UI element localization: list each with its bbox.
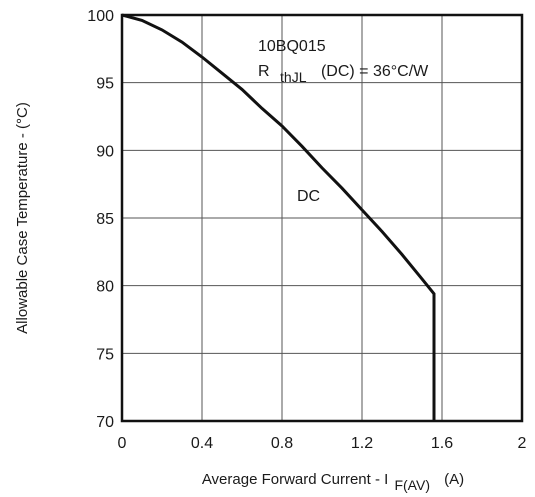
part-number-label: 10BQ015	[258, 38, 326, 55]
y-tick-label: 85	[96, 211, 114, 228]
y-axis-label: Allowable Case Temperature - (°C)	[14, 102, 31, 334]
x-tick-labels: 0 0.4 0.8 1.2 1.6 2	[118, 435, 527, 452]
y-tick-label: 80	[96, 279, 114, 296]
series-line-dc	[121, 13, 436, 421]
y-tick-label: 100	[87, 8, 114, 25]
x-tick-label: 1.6	[431, 435, 453, 452]
series-group	[121, 13, 436, 421]
x-tick-label: 1.2	[351, 435, 373, 452]
thermal-resistance-label: R thJL (DC) = 36°C/W	[258, 63, 429, 86]
plot-frame	[120, 13, 524, 423]
y-tick-label: 95	[96, 76, 114, 93]
x-axis-label-subscript: F(AV)	[394, 477, 430, 493]
x-tick-label: 0.8	[271, 435, 293, 452]
x-axis-label: Average Forward Current - I F(AV) (A)	[202, 471, 464, 494]
x-axis-label-unit: (A)	[444, 471, 464, 488]
curve-label-dc: DC	[297, 188, 320, 205]
y-tick-labels: 70 75 80 85 90 95 100	[87, 8, 114, 431]
grid	[122, 15, 522, 421]
x-axis-label-main: Average Forward Current - I	[202, 471, 388, 488]
y-tick-label: 90	[96, 143, 114, 160]
thermal-resistance-value: (DC) = 36°C/W	[321, 63, 429, 80]
x-tick-label: 2	[518, 435, 527, 452]
thermal-resistance-subscript: thJL	[280, 69, 307, 85]
y-tick-label: 75	[96, 346, 114, 363]
y-tick-label: 70	[96, 414, 114, 431]
thermal-resistance-symbol: R	[258, 63, 270, 80]
x-tick-label: 0.4	[191, 435, 213, 452]
x-tick-label: 0	[118, 435, 127, 452]
